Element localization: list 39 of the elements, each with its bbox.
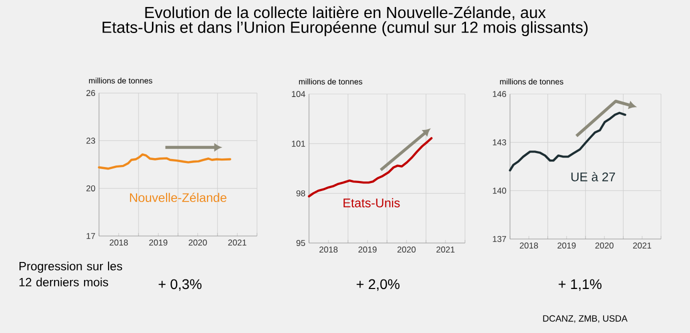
y-tick-label: 23	[86, 138, 96, 144]
y-axis-title: millions de tonnes	[299, 78, 362, 84]
x-tick-label: 2021	[436, 246, 455, 253]
x-tick-label: 2019	[558, 242, 576, 249]
text: Evolution de la collecte laitière en Nouvelle-Zélande, aux Etats-Unis et dans l’Union Européenne (cumul sur 12 mois glissants)	[102, 6, 588, 36]
text: Nouvelle-Zélande	[130, 192, 226, 202]
x-tick-label: 2018	[110, 240, 128, 246]
x-tick-label: 2018	[520, 242, 538, 249]
y-axis-title: millions de tonnes	[500, 78, 564, 84]
x-tick-label: 2020	[595, 242, 614, 249]
text: + 0,3%	[158, 279, 202, 291]
x-tick-label: 2021	[633, 242, 652, 249]
y-tick-label: 20	[86, 185, 96, 192]
line-series	[508, 112, 626, 172]
y-tick-label: 140	[492, 188, 506, 194]
y-axis-title: millions de tonnes	[89, 78, 152, 84]
y-tick-label: 95	[296, 240, 306, 246]
series-label: UE à 27	[571, 172, 615, 182]
y-tick-label: 104	[292, 91, 306, 98]
line-series	[308, 137, 433, 198]
text: DCANZ, ZMB, USDA	[543, 315, 628, 323]
y-tick-label: 143	[492, 139, 506, 146]
text: + 1,1%	[558, 279, 602, 291]
x-tick-label: 2021	[228, 240, 246, 246]
y-tick-label: 146	[492, 91, 506, 98]
y-tick-label: 137	[492, 236, 506, 242]
y-tick-label: 98	[296, 190, 306, 196]
x-tick-label: 2019	[358, 246, 377, 253]
x-tick-label: 2020	[188, 240, 207, 246]
series-label: Etats-Unis	[344, 198, 400, 208]
x-tick-label: 2019	[149, 240, 168, 246]
x-tick-label: 2018	[319, 246, 338, 253]
x-tick-label: 2020	[397, 246, 416, 253]
text: Progression sur les 12 derniers mois	[19, 262, 122, 286]
y-tick-label: 26	[86, 90, 96, 96]
y-tick-label: 101	[292, 140, 306, 147]
y-tick-label: 17	[86, 233, 96, 239]
text: + 2,0%	[356, 279, 400, 291]
line-series	[98, 153, 232, 170]
